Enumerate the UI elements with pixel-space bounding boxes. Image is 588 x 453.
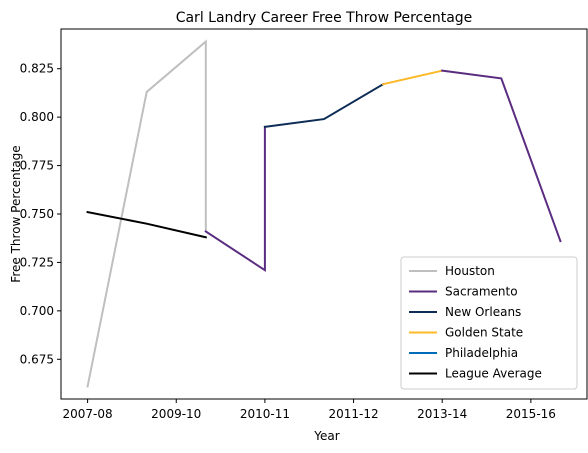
x-tick-label: 2009-10 (151, 407, 201, 421)
series-line-league-average (88, 212, 206, 237)
y-tick-label: 0.675 (20, 352, 54, 366)
series-line-sacramento (442, 71, 560, 241)
y-tick-label: 0.800 (20, 110, 54, 124)
legend-entry-label: Houston (445, 264, 495, 278)
y-tick-label: 0.725 (20, 255, 54, 269)
y-tick-label: 0.775 (20, 159, 54, 173)
y-axis-label: Free Throw Percentage (9, 145, 23, 282)
series-line-golden-state (383, 71, 442, 85)
series-line-sacramento (206, 127, 265, 270)
series-line-houston (88, 42, 206, 387)
y-axis: 0.675 0.700 0.725 0.750 0.775 0.800 0.825 (20, 62, 61, 367)
legend-entry-label: Golden State (445, 326, 523, 340)
legend: Houston Sacramento New Orleans Golden State… (401, 257, 577, 389)
y-tick-label: 0.750 (20, 207, 54, 221)
x-tick-label: 2010-11 (240, 407, 290, 421)
x-tick-label: 2007-08 (63, 407, 113, 421)
legend-entry-label: New Orleans (445, 305, 521, 319)
series-line-new-orleans (265, 84, 383, 127)
x-tick-label: 2011-12 (328, 407, 378, 421)
y-tick-label: 0.825 (20, 62, 54, 76)
legend-entry-label: League Average (445, 367, 542, 381)
legend-entry-label: Sacramento (445, 285, 518, 299)
y-tick-label: 0.700 (20, 304, 54, 318)
legend-entry-label: Philadelphia (445, 346, 518, 360)
x-axis: 2007-08 2009-10 2010-11 2011-12 2013-14 2015-… (63, 399, 556, 421)
x-tick-label: 2013-14 (417, 407, 467, 421)
x-tick-label: 2015-16 (506, 407, 556, 421)
chart-title: Carl Landry Career Free Throw Percentage (176, 10, 473, 26)
x-axis-label: Year (313, 429, 339, 443)
